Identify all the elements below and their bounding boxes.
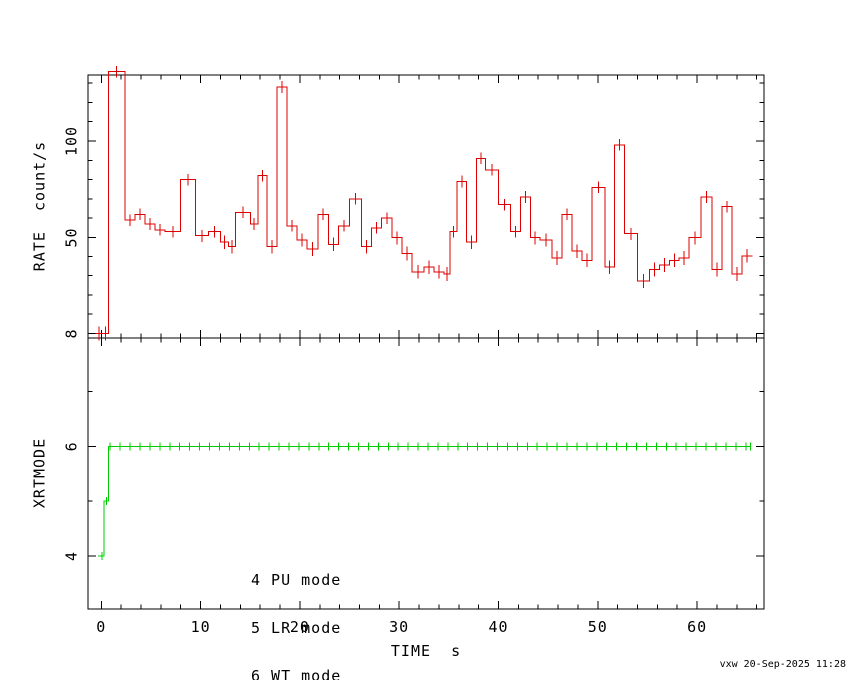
rate-tick-label: 50 [63,227,81,247]
x-tick-label: 10 [191,618,211,636]
x-axis-ticks [100,75,758,609]
x-tick-label: 60 [687,618,707,636]
mode-tick-label: 6 [63,441,81,451]
y-tick-labels: 100 50 8 6 4 [63,126,81,561]
mode-y-ticks [88,391,764,557]
mode-markers [101,442,752,560]
x-tick-label: 0 [96,618,106,636]
x-tick-label: 20 [290,618,310,636]
legend-item-wt: 6 WT mode [251,667,342,680]
x-tick-labels: 0 10 20 30 40 50 60 [96,618,707,636]
rate-error-bars [98,65,748,341]
mode-panel-frame [87,337,765,610]
mode-tick-label: 4 [63,551,81,561]
time-axis-title: TIME s [391,642,461,660]
x-tick-label: 30 [389,618,409,636]
rate-axis-title: RATE count/s [31,141,49,271]
legend-item-lr: 5 LR mode [251,619,342,637]
rate-step-line [95,71,753,334]
legend-item-pu: 4 PU mode [251,571,342,589]
rate-tick-label: 100 [63,126,81,156]
x-tick-label: 40 [488,618,508,636]
rate-curve [95,65,753,341]
x-tick-label: 50 [588,618,608,636]
rate-tick-label: 8 [63,328,81,338]
xrtmode-legend: 4 PU mode 5 LR mode 6 WT mode 7 PC mode [251,540,341,680]
rate-y-ticks [88,82,764,334]
mode-axis-title: XRTMODE [31,438,49,508]
creation-timestamp: vxw 20-Sep-2025 11:28 [719,659,846,670]
panel-frames [87,74,765,610]
mode-curve [97,442,752,560]
